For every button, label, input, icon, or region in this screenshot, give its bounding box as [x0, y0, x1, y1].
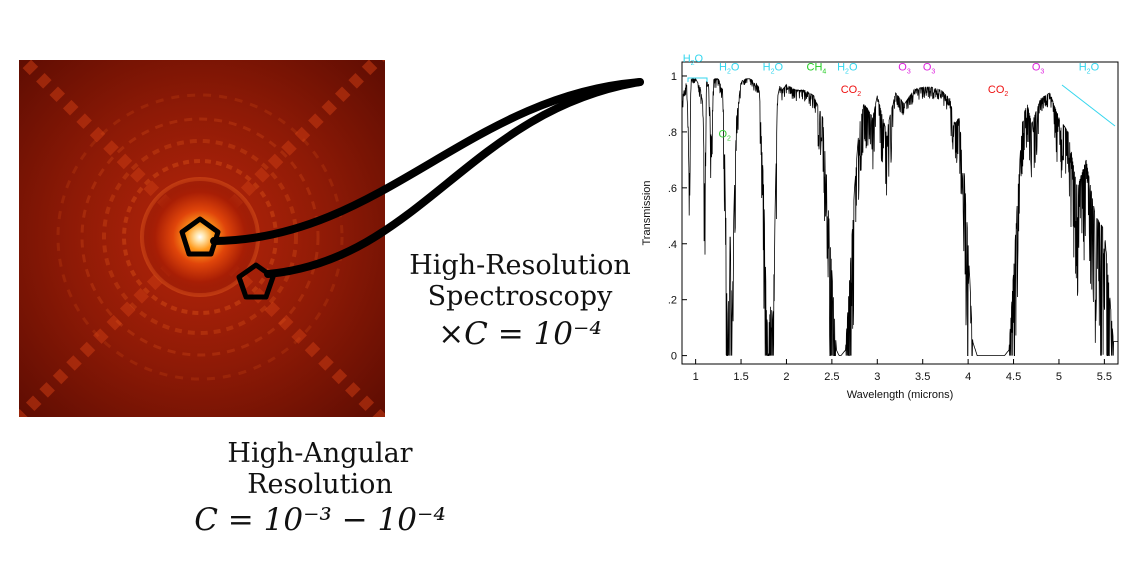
molecule-label: H2O: [1079, 61, 1100, 75]
planet-marker-secondary: [236, 262, 276, 300]
imaging-caption: High-Angular Resolution C = 10⁻³ − 10⁻⁴: [170, 438, 470, 540]
molecule-label: H2O: [763, 61, 784, 75]
connector-curves: [210, 78, 644, 278]
molecule-label: O3: [1032, 61, 1045, 75]
x-tick-label: 3.5: [915, 371, 930, 383]
spectrum-xlabel: Wavelength (microns): [847, 389, 954, 401]
planet-marker-primary: [179, 216, 221, 257]
y-tick-label: 1: [671, 71, 677, 83]
x-tick-label: 2: [783, 371, 789, 383]
y-tick-label: .8: [668, 127, 677, 139]
spectrum-ylabel: Transmission: [641, 181, 653, 246]
y-tick-label: 0: [671, 351, 677, 363]
spectroscopy-caption: High-Resolution Spectroscopy ×C = 10⁻⁴: [380, 250, 660, 356]
y-tick-label: .4: [668, 239, 677, 251]
h2o-bracket-line: [1061, 84, 1116, 127]
imaging-caption-line2: Resolution: [247, 469, 393, 500]
molecule-label: O2: [718, 129, 731, 143]
spectroscopy-caption-line2: Spectroscopy: [427, 281, 613, 312]
x-tick-label: 5.5: [1097, 371, 1112, 383]
transmission-line: [681, 77, 1118, 356]
molecule-label: H2O: [683, 53, 704, 67]
x-tick-label: 4.5: [1006, 371, 1021, 383]
psf-image: [19, 60, 385, 417]
psf-core: [140, 177, 260, 297]
molecule-labels: H2O H2O H2O CH4 H2O CO2 O3 O3 CO2 O3 H2O O2: [683, 53, 1100, 143]
imaging-contrast-formula: C = 10⁻³ − 10⁻⁴: [194, 502, 446, 538]
molecule-label: H2O: [837, 61, 858, 75]
spectrum-axis-ticks: 1 1.5 2 2.5 3 3.5 4 4.5 5 5.5 0 .2 .4 .6 .8 1: [668, 71, 1112, 383]
y-tick-label: .6: [668, 183, 677, 195]
x-tick-label: 4: [965, 371, 971, 383]
y-tick-label: .2: [668, 295, 677, 307]
x-tick-label: 5: [1056, 371, 1062, 383]
imaging-caption-line1: High-Angular: [227, 438, 413, 469]
h2o-bracket: [687, 77, 708, 82]
spectroscopy-contrast-formula: ×C = 10⁻⁴: [438, 316, 602, 352]
x-tick-label: 1: [693, 371, 699, 383]
spectrum-curve: [681, 77, 1118, 356]
x-tick-label: 3: [874, 371, 880, 383]
x-tick-label: 1.5: [733, 371, 748, 383]
spectroscopy-caption-line1: High-Resolution: [409, 250, 631, 281]
spectrum-frame: [681, 61, 1119, 365]
x-tick-label: 2.5: [824, 371, 839, 383]
molecule-label: CO2: [841, 84, 862, 98]
molecule-label: H2O: [719, 61, 740, 75]
molecule-label: O3: [923, 61, 936, 75]
molecule-label: O3: [898, 61, 911, 75]
molecule-label: CO2: [988, 84, 1009, 98]
molecule-label: CH4: [807, 61, 827, 75]
